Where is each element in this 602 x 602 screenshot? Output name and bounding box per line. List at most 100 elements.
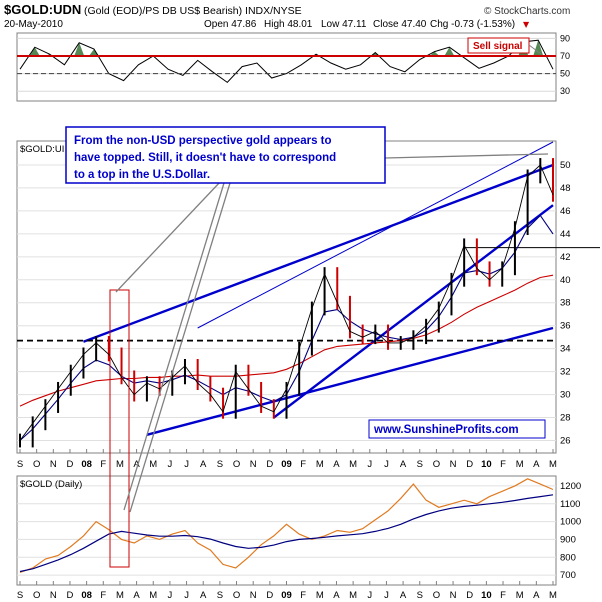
x-tick-label: A xyxy=(400,459,407,470)
x-tick-label-bottom: S xyxy=(217,590,223,601)
x-tick-label: D xyxy=(67,459,74,470)
main-tick-label: 48 xyxy=(560,183,571,194)
x-tick-label: N xyxy=(50,459,57,470)
x-tick-label-bottom: N xyxy=(450,590,457,601)
x-tick-label: M xyxy=(116,459,124,470)
callout-box xyxy=(65,126,386,184)
x-tick-label-bottom: F xyxy=(100,590,106,601)
indicator-panel-frame xyxy=(16,32,557,102)
axis-layer: 3050709026283032343638404244464850SSOONN… xyxy=(17,33,581,601)
callout-line-3: to a top in the U.S.Dollar. xyxy=(74,169,210,181)
x-tick-label-bottom: F xyxy=(300,590,306,601)
x-tick-label: 10 xyxy=(481,459,492,470)
main-panel-label: $GOLD:UI xyxy=(20,144,64,155)
x-tick-label-bottom: M xyxy=(116,590,124,601)
watermark: www.SunshineProfits.com xyxy=(373,424,519,436)
x-tick-label: 09 xyxy=(281,459,292,470)
moving-average-long xyxy=(19,274,554,407)
x-tick-label: A xyxy=(133,459,140,470)
chart-description: (Gold (EOD)/PS DB US$ Bearish) INDX/NYSE xyxy=(84,5,302,17)
bottom-panel-frame xyxy=(16,475,557,586)
x-tick-label-bottom: J xyxy=(384,590,389,601)
chart-credit: © StockCharts.com xyxy=(484,6,570,17)
x-tick-label-bottom: S xyxy=(417,590,423,601)
x-tick-label-bottom: O xyxy=(233,590,240,601)
x-tick-label-bottom: 10 xyxy=(481,590,492,601)
watermark-box xyxy=(368,419,546,439)
bottom-panel-label: $GOLD (Daily) xyxy=(20,479,82,490)
callout-pointer-4 xyxy=(384,153,549,159)
x-tick-label-bottom: J xyxy=(184,590,189,601)
x-tick-label-bottom: A xyxy=(400,590,407,601)
x-tick-label: O xyxy=(433,459,440,470)
bottom-tick-label: 900 xyxy=(560,534,576,545)
chart-low: Low 47.11 xyxy=(321,19,367,30)
x-tick-label-bottom: O xyxy=(433,590,440,601)
bottom-layer xyxy=(19,478,554,573)
indicator-tick-label: 70 xyxy=(560,51,570,61)
x-tick-label: 08 xyxy=(81,459,92,470)
x-tick-label: D xyxy=(466,459,473,470)
x-tick-label: M xyxy=(149,459,157,470)
x-tick-label: M xyxy=(316,459,324,470)
x-tick-label: F xyxy=(500,459,506,470)
x-tick-label: A xyxy=(333,459,340,470)
indicator-tick-label: 50 xyxy=(560,69,570,79)
x-tick-label-bottom: M xyxy=(516,590,524,601)
bottom-tick-label: 800 xyxy=(560,552,576,563)
callout-pointer-2 xyxy=(123,182,225,511)
price-line xyxy=(19,164,554,441)
x-tick-label: J xyxy=(367,459,372,470)
x-tick-label: J xyxy=(168,459,173,470)
change-arrow: ▼ xyxy=(523,20,530,29)
indicator-overbought-fill xyxy=(29,40,544,56)
indicator-layer xyxy=(17,39,556,84)
x-tick-label-bottom: D xyxy=(266,590,273,601)
x-tick-label: J xyxy=(184,459,189,470)
x-tick-label-bottom: M xyxy=(349,590,357,601)
main-tick-label: 36 xyxy=(560,321,571,332)
x-tick-label: O xyxy=(33,459,40,470)
callout-line-2: have topped. Still, it doesn't have to c… xyxy=(74,152,336,164)
main-tick-label: 38 xyxy=(560,298,571,309)
x-tick-label-bottom: 09 xyxy=(281,590,292,601)
chart-close: Close 47.40 xyxy=(373,19,427,30)
trend-line xyxy=(146,326,554,436)
chart-symbol: $GOLD:UDN xyxy=(4,2,81,17)
x-tick-label-bottom: 08 xyxy=(81,590,92,601)
sell-signal-pointer xyxy=(528,44,542,55)
chart-high: High 48.01 xyxy=(264,19,313,30)
x-tick-label: N xyxy=(250,459,257,470)
x-tick-label: S xyxy=(417,459,423,470)
x-tick-label-bottom: A xyxy=(133,590,140,601)
x-tick-label-bottom: J xyxy=(367,590,372,601)
main-tick-label: 28 xyxy=(560,413,571,424)
bottom-tick-label: 1000 xyxy=(560,517,581,528)
x-tick-label: A xyxy=(200,459,207,470)
callout-pointer-1 xyxy=(115,180,222,293)
indicator-tick-label: 90 xyxy=(560,33,570,43)
main-tick-label: 30 xyxy=(560,390,571,401)
main-tick-label: 40 xyxy=(560,275,571,286)
x-tick-label: F xyxy=(100,459,106,470)
x-tick-label-bottom: S xyxy=(17,590,23,601)
x-tick-label: O xyxy=(233,459,240,470)
highlight-box xyxy=(109,289,130,568)
main-tick-label: 26 xyxy=(560,436,571,447)
x-tick-label-bottom: M xyxy=(316,590,324,601)
x-tick-label: F xyxy=(300,459,306,470)
x-tick-label: D xyxy=(266,459,273,470)
x-tick-label-bottom: D xyxy=(466,590,473,601)
x-tick-label-bottom: O xyxy=(33,590,40,601)
trend-line xyxy=(197,141,554,329)
x-tick-label: J xyxy=(384,459,389,470)
chart-open: Open 47.86 xyxy=(204,19,257,30)
x-tick-label: N xyxy=(450,459,457,470)
x-tick-label-bottom: F xyxy=(500,590,506,601)
bottom-tick-label: 700 xyxy=(560,570,576,581)
main-tick-label: 50 xyxy=(560,160,571,171)
x-tick-label: A xyxy=(533,459,540,470)
bottom-tick-label: 1200 xyxy=(560,481,581,492)
